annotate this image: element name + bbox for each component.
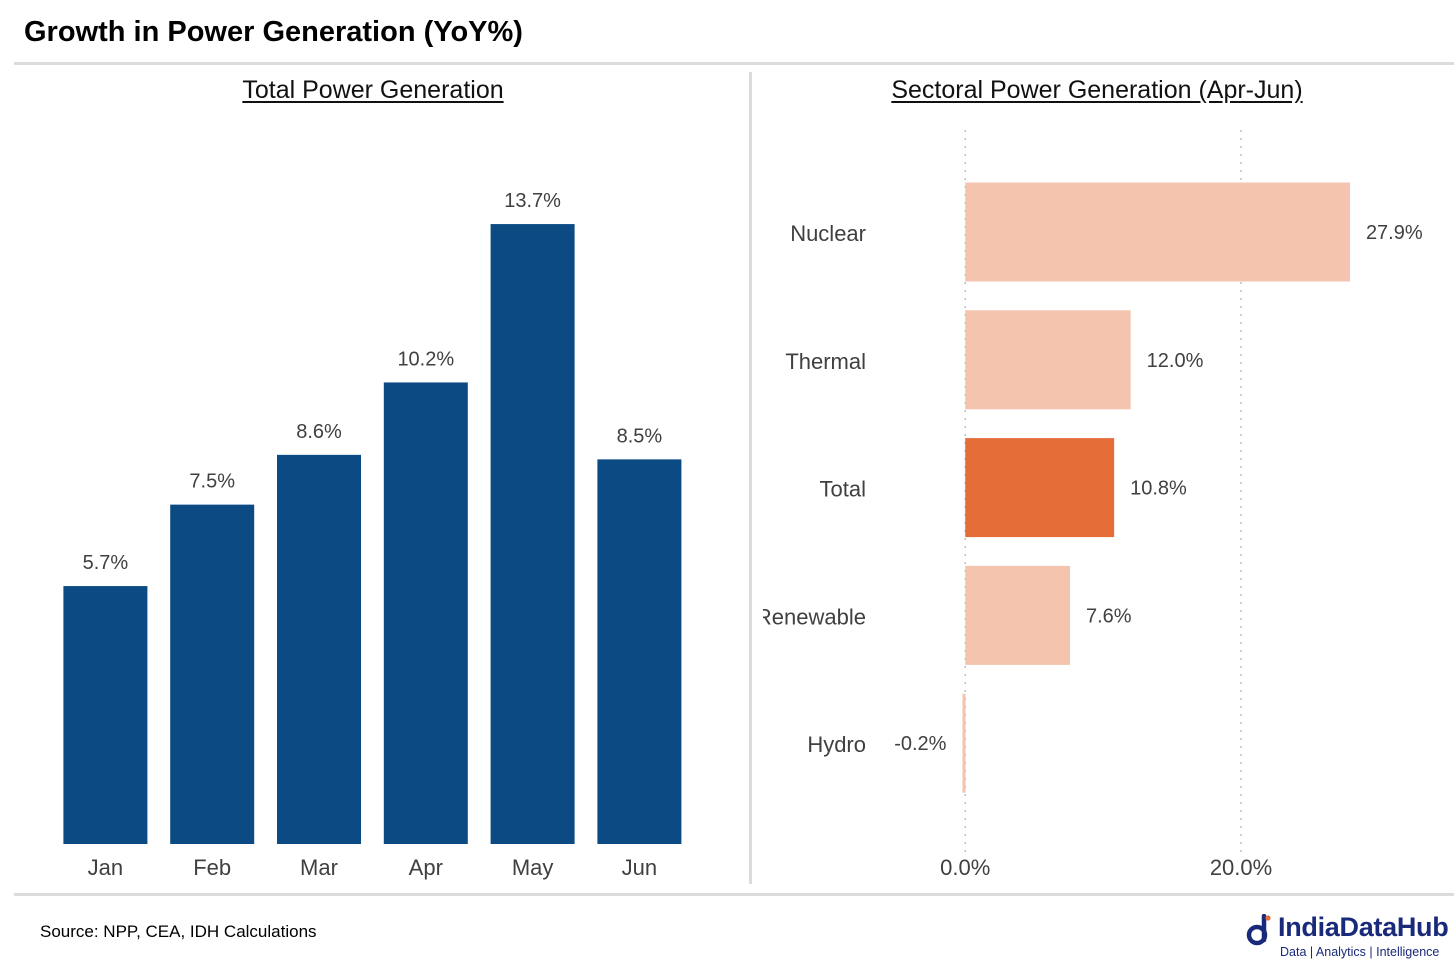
- data-label-hydro: -0.2%: [894, 733, 946, 755]
- total-generation-title: Total Power Generation: [242, 76, 504, 104]
- x-tick-mar: Mar: [300, 855, 338, 880]
- sectoral-generation-chart: 0.0% 20.0% 27.9% Nuclear 12.0% Thermal 10.8% To…: [756, 130, 1423, 880]
- y-tick-renewable: Renewable: [756, 604, 866, 629]
- bar-jan: [63, 586, 148, 844]
- data-label-renewable: 7.6%: [1086, 605, 1132, 627]
- y-tick-hydro: Hydro: [807, 732, 866, 757]
- x-tick-1: 20.0%: [1210, 855, 1272, 880]
- bar-feb: [170, 504, 255, 844]
- y-tick-nuclear: Nuclear: [790, 221, 866, 246]
- bottom-rule: [14, 893, 1454, 896]
- bar-thermal: [965, 310, 1131, 410]
- chart-title: Growth in Power Generation (YoY%): [24, 16, 523, 48]
- indiadatahub-logo: IndiaDataHub Data | Analytics | Intellig…: [1246, 912, 1452, 962]
- data-label-may: 13.7%: [504, 190, 561, 212]
- x-tick-may: May: [512, 855, 554, 880]
- top-rule: [14, 62, 1454, 65]
- data-label-mar: 8.6%: [296, 421, 342, 443]
- sectoral-generation-title: Sectoral Power Generation (Apr-Jun): [891, 76, 1303, 104]
- bar-renewable: [965, 565, 1071, 665]
- x-tick-0: 0.0%: [940, 855, 990, 880]
- panel-divider: [749, 72, 752, 884]
- y-tick-total: Total: [820, 477, 866, 502]
- data-label-total: 10.8%: [1130, 478, 1187, 500]
- source-note: Source: NPP, CEA, IDH Calculations: [40, 922, 317, 941]
- logo-mark-icon: [1246, 914, 1271, 946]
- x-tick-feb: Feb: [193, 855, 231, 880]
- bar-total: [965, 438, 1115, 538]
- bar-apr: [383, 382, 468, 844]
- bar-mar: [277, 454, 361, 844]
- bar-may: [490, 224, 575, 844]
- logo-wordmark: IndiaDataHub: [1278, 912, 1449, 942]
- total-generation-chart: 5.7% Jan 7.5% Feb 8.6% Mar 10.2% Apr 13.7% May 8.5…: [63, 190, 682, 880]
- data-label-thermal: 12.0%: [1147, 350, 1204, 372]
- bar-nuclear: [965, 182, 1350, 282]
- y-tick-thermal: Thermal: [785, 349, 866, 374]
- x-tick-jun: Jun: [622, 855, 657, 880]
- data-label-jun: 8.5%: [617, 425, 663, 447]
- x-tick-apr: Apr: [409, 855, 443, 880]
- logo-tagline: Data | Analytics | Intelligence: [1280, 945, 1440, 959]
- bar-hydro: [962, 693, 966, 793]
- data-label-feb: 7.5%: [189, 471, 235, 493]
- data-label-apr: 10.2%: [397, 348, 454, 370]
- x-tick-jan: Jan: [88, 855, 123, 880]
- data-label-jan: 5.7%: [83, 552, 129, 574]
- bar-jun: [597, 459, 682, 844]
- data-label-nuclear: 27.9%: [1366, 222, 1423, 244]
